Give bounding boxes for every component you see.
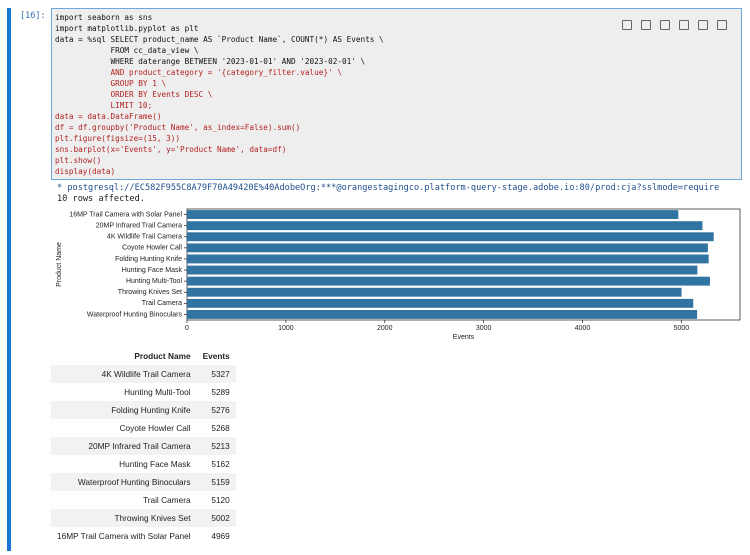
y-tick-label: Hunting Multi-Tool — [126, 278, 182, 285]
table-cell: Coyote Howler Call — [119, 423, 191, 433]
bar — [187, 298, 694, 308]
format-icon[interactable] — [698, 20, 708, 30]
code-line: display(data) — [55, 167, 116, 176]
x-tick-label: 5000 — [674, 325, 690, 332]
bar — [187, 232, 714, 242]
rows-affected: 10 rows affected. — [57, 194, 145, 204]
copy-icon[interactable] — [622, 20, 632, 30]
table-cell: Throwing Knives Set — [51, 509, 197, 527]
table-cell: 4969 — [211, 531, 230, 541]
cell-prompt: [16]: — [20, 11, 46, 21]
bar — [187, 210, 679, 219]
table-row: Hunting Multi-Tool 5289 — [51, 383, 236, 401]
insert-icon[interactable] — [679, 20, 689, 30]
code-line: import matplotlib.pyplot as plt — [55, 24, 199, 33]
cell-toolbar — [622, 20, 727, 30]
bar — [187, 254, 709, 264]
connection: * postgresql://EC582F955C8A79F70A49420E%… — [57, 183, 720, 193]
table-cell: 5002 — [196, 509, 236, 527]
result-table: Product Name Events 4K Wildlife Trail Came… — [51, 347, 236, 545]
code-line: LIMIT 10; — [55, 101, 153, 110]
x-tick-label: 1000 — [278, 325, 294, 332]
table-cell: 16MP Trail Camera with Solar Panel — [57, 531, 191, 541]
down-icon[interactable] — [660, 20, 670, 30]
table-row: Hunting Face Mask 5162 — [51, 455, 236, 473]
table-row: Trail Camera 5120 — [51, 491, 236, 509]
up-icon[interactable] — [641, 20, 651, 30]
code-line: GROUP BY 1 \ — [55, 79, 167, 88]
table-cell: 5289 — [211, 387, 230, 397]
bar — [187, 287, 682, 297]
bar — [187, 221, 703, 231]
delete-icon[interactable] — [717, 20, 727, 30]
table-cell: 5159 — [196, 473, 236, 491]
code-cell[interactable]: import seaborn as sns import matplotlib.p… — [51, 8, 742, 180]
table-cell: Hunting Multi-Tool — [124, 387, 191, 397]
y-axis-label: Product Name — [56, 242, 63, 287]
table-row: 4K Wildlife Trail Camera 5327 — [51, 365, 236, 383]
table-row: Waterproof Hunting Binoculars 5159 — [51, 473, 236, 491]
y-tick-label: 16MP Trail Camera with Solar Panel — [69, 211, 182, 218]
code-lines: import seaborn as sns import matplotlib.p… — [55, 12, 384, 177]
code-line: AND product_category = '{category_filter… — [55, 68, 342, 77]
plot-frame — [186, 208, 741, 321]
bar — [187, 310, 698, 319]
x-tick-label: 2000 — [377, 325, 393, 332]
table-cell: 20MP Infrared Trail Camera — [51, 437, 197, 455]
table-cell: 5120 — [211, 495, 230, 505]
table-row: 20MP Infrared Trail Camera 5213 — [51, 437, 236, 455]
code-line: WHERE daterange BETWEEN '2023-01-01' AND… — [55, 57, 366, 66]
code-line: ORDER BY Events DESC \ — [55, 90, 213, 99]
code-line: data = %sql SELECT product_name AS `Prod… — [55, 35, 384, 44]
table-cell: 4K Wildlife Trail Camera — [51, 365, 197, 383]
y-tick-label: 20MP Infrared Trail Camera — [96, 222, 182, 229]
table-cell: 5327 — [196, 365, 236, 383]
bar — [187, 265, 698, 275]
table-cell: Trail Camera — [142, 495, 191, 505]
y-tick-label: Coyote Howler Call — [122, 245, 182, 252]
table-cell: 5268 — [211, 423, 230, 433]
table-cell: 5276 — [196, 401, 236, 419]
table-cell: Hunting Face Mask — [119, 459, 191, 469]
y-tick-label: Throwing Knives Set — [118, 289, 182, 296]
cell-selection-bar — [7, 8, 11, 551]
output-text: * postgresql://EC582F955C8A79F70A49420E%… — [57, 183, 719, 205]
table-cell: Waterproof Hunting Binoculars — [51, 473, 197, 491]
code-line: sns.barplot(x='Events', y='Product Name'… — [55, 145, 287, 154]
bar — [187, 243, 708, 253]
code-line: plt.figure(figsize=(15, 3)) — [55, 134, 180, 143]
x-tick-label: 0 — [185, 325, 189, 332]
table-row: Throwing Knives Set 5002 — [51, 509, 236, 527]
x-tick-label: 3000 — [476, 325, 492, 332]
table-row: Coyote Howler Call 5268 — [51, 419, 236, 437]
y-tick-label: Folding Hunting Knife — [115, 256, 182, 263]
y-tick-label: Hunting Face Mask — [122, 267, 183, 274]
column-header: Events — [202, 351, 230, 361]
code-line: import seaborn as sns — [55, 13, 153, 22]
x-axis-label: Events — [453, 334, 475, 341]
y-tick-label: 4K Wildlife Trail Camera — [107, 234, 182, 241]
bar — [187, 276, 710, 286]
code-line: data = data.DataFrame() — [55, 112, 162, 121]
column-header: Product Name — [134, 351, 191, 361]
table-cell: 5213 — [196, 437, 236, 455]
table-row: 16MP Trail Camera with Solar Panel 4969 — [51, 527, 236, 545]
y-tick-label: Waterproof Hunting Binoculars — [87, 311, 183, 318]
table-cell: Folding Hunting Knife — [51, 401, 197, 419]
code-line: plt.show() — [55, 156, 102, 165]
code-line: FROM cc_data_view \ — [55, 46, 199, 55]
x-tick-label: 4000 — [575, 325, 591, 332]
code-line: df = df.groupby('Product Name', as_index… — [55, 123, 301, 132]
table-row: Folding Hunting Knife 5276 — [51, 401, 236, 419]
table-cell: 5162 — [211, 459, 230, 469]
y-tick-label: Trail Camera — [142, 300, 182, 307]
